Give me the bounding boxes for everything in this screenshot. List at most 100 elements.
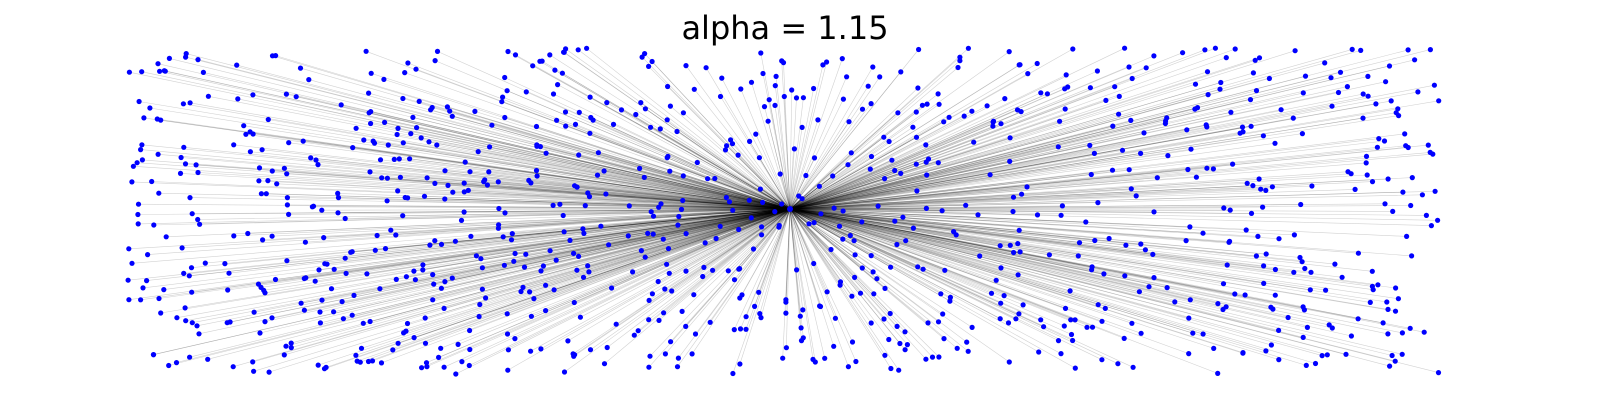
leaf-node [567, 237, 573, 243]
leaf-node [1324, 352, 1330, 358]
leaf-node [350, 145, 356, 151]
leaf-node [377, 286, 383, 292]
leaf-node [394, 131, 400, 138]
edge [434, 208, 791, 241]
edge [789, 140, 1385, 210]
leaf-node [1200, 230, 1206, 236]
edge [789, 66, 1130, 210]
edge [707, 178, 791, 210]
edge [789, 208, 1214, 349]
leaf-node [561, 229, 567, 235]
edge [789, 208, 804, 310]
leaf-node [750, 246, 757, 252]
leaf-node [351, 292, 357, 298]
edge [789, 90, 1257, 210]
edge [789, 153, 1095, 210]
leaf-node [1388, 98, 1394, 104]
edge [789, 168, 1214, 210]
leaf-node [915, 85, 921, 91]
leaf-node [135, 211, 141, 218]
edge [275, 55, 791, 210]
edge [399, 158, 791, 210]
edge [468, 190, 791, 210]
leaf-node [1367, 299, 1373, 305]
edge [789, 51, 1010, 210]
edge [632, 208, 791, 273]
leaf-node [1405, 47, 1411, 53]
leaf-node [284, 171, 290, 177]
edge [512, 208, 791, 234]
edge [590, 208, 791, 350]
leaf-node [1146, 284, 1152, 290]
leaf-node [923, 159, 929, 165]
leaf-node [1272, 292, 1278, 298]
leaf-node [965, 348, 971, 354]
edge [260, 208, 791, 288]
edge [669, 208, 791, 274]
edge [588, 208, 791, 273]
leaf-node [1186, 315, 1192, 321]
edge [789, 87, 919, 210]
edge [789, 175, 833, 210]
leaf-node [683, 268, 689, 274]
leaf-node [849, 293, 855, 299]
edge [139, 101, 791, 210]
leaf-node [832, 315, 839, 321]
leaf-node [565, 338, 571, 344]
leaf-node [1382, 201, 1388, 207]
leaf-node [1138, 241, 1144, 247]
edge [645, 108, 791, 210]
edge [789, 48, 1073, 210]
edge [779, 208, 791, 226]
edge [629, 205, 791, 210]
leaf-node [1092, 237, 1098, 244]
leaf-node [713, 235, 719, 242]
edge [266, 193, 791, 210]
edge [789, 208, 1050, 256]
edge [482, 208, 791, 269]
leaf-node [395, 340, 401, 346]
leaf-node [126, 297, 132, 303]
leaf-node [372, 247, 378, 253]
leaf-node [487, 144, 493, 150]
edge [333, 208, 791, 313]
edge [789, 208, 1295, 236]
leaf-node [1242, 292, 1248, 298]
leaf-node [400, 95, 406, 102]
leaf-node [1065, 84, 1071, 90]
leaf-node [735, 152, 741, 158]
leaf-node [1055, 338, 1062, 344]
edge [789, 169, 1113, 210]
edge [789, 208, 1230, 243]
edge [789, 83, 1196, 210]
edge [789, 208, 908, 345]
leaf-node [853, 358, 859, 365]
leaf-node [920, 266, 926, 272]
edge [789, 208, 853, 343]
leaf-node [574, 267, 580, 273]
leaf-node [1408, 202, 1414, 209]
leaf-node [935, 91, 941, 97]
leaf-node [1329, 103, 1335, 109]
edge [789, 178, 1389, 210]
leaf-node [231, 142, 237, 148]
leaf-node [250, 92, 256, 98]
edge [185, 56, 791, 210]
leaf-node [1165, 153, 1171, 159]
edge [683, 175, 791, 210]
edge [501, 101, 791, 210]
edge [667, 157, 791, 210]
leaf-node [965, 45, 972, 51]
edge [789, 208, 816, 363]
leaf-node [543, 282, 549, 288]
edge [553, 205, 791, 210]
leaf-node [646, 297, 652, 303]
edge [720, 96, 791, 210]
leaf-node [461, 189, 467, 195]
edge [789, 208, 1001, 319]
leaf-node [757, 186, 764, 192]
leaf-node [139, 157, 145, 163]
edge [789, 157, 815, 210]
leaf-node [1226, 239, 1232, 245]
leaf-node [1402, 131, 1408, 137]
